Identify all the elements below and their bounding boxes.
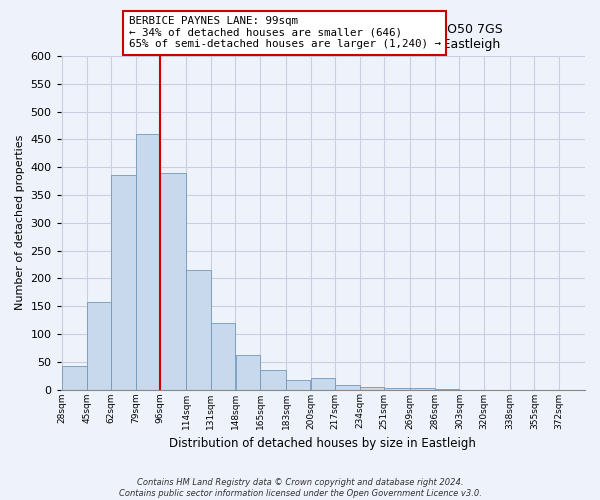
Bar <box>311 378 335 390</box>
Bar <box>385 388 410 390</box>
Bar <box>335 385 359 390</box>
Bar <box>236 355 260 390</box>
Bar <box>286 380 310 390</box>
Bar <box>87 302 111 390</box>
X-axis label: Distribution of detached houses by size in Eastleigh: Distribution of detached houses by size … <box>169 437 476 450</box>
Bar <box>160 172 186 390</box>
Text: BERBICE PAYNES LANE: 99sqm
← 34% of detached houses are smaller (646)
65% of sem: BERBICE PAYNES LANE: 99sqm ← 34% of deta… <box>129 16 441 49</box>
Bar <box>62 366 86 390</box>
Text: Contains HM Land Registry data © Crown copyright and database right 2024.
Contai: Contains HM Land Registry data © Crown c… <box>119 478 481 498</box>
Bar <box>410 388 434 390</box>
Title: BERBICE, PAYNES LANE, FAIR OAK, EASTLEIGH, SO50 7GS
Size of property relative to: BERBICE, PAYNES LANE, FAIR OAK, EASTLEIG… <box>142 22 503 50</box>
Y-axis label: Number of detached properties: Number of detached properties <box>15 135 25 310</box>
Bar <box>360 386 384 390</box>
Bar <box>211 323 235 390</box>
Bar <box>136 134 160 390</box>
Bar <box>187 270 211 390</box>
Bar <box>112 176 136 390</box>
Bar <box>435 389 459 390</box>
Bar <box>260 370 286 390</box>
